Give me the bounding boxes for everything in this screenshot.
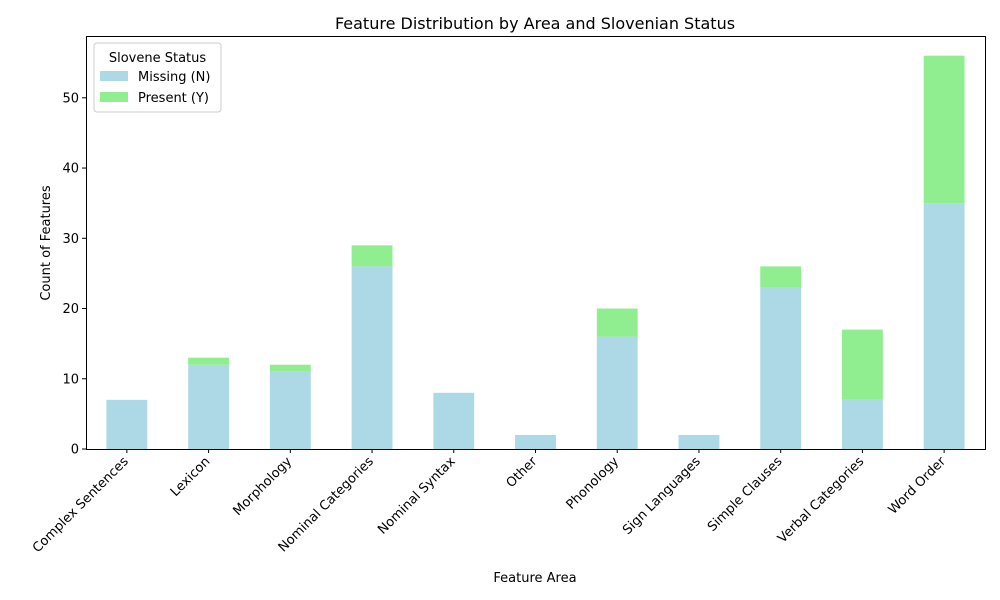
bar-phonology-missing bbox=[596, 336, 638, 449]
chart-title: Feature Distribution by Area and Sloveni… bbox=[335, 14, 735, 33]
x-tick-label-nominal-categories: Nominal Categories bbox=[276, 454, 377, 555]
x-tick-label-nominal-syntax: Nominal Syntax bbox=[375, 454, 459, 538]
x-tick-label-other: Other bbox=[504, 454, 541, 491]
bar-other-missing bbox=[515, 434, 556, 449]
legend-label-missing: Missing (N) bbox=[138, 70, 210, 85]
bar-lexicon-missing bbox=[188, 364, 230, 449]
legend-title: Slovene Status bbox=[109, 51, 207, 66]
x-tick-label-sign-languages: Sign Languages bbox=[620, 454, 704, 538]
bar-simple-clauses-missing bbox=[760, 287, 802, 449]
legend-swatch-missing bbox=[100, 71, 128, 81]
y-tick-label: 40 bbox=[62, 162, 79, 177]
legend-swatch-present bbox=[100, 92, 128, 102]
bar-sign-languages-missing bbox=[678, 434, 720, 449]
bar-word-order-missing bbox=[923, 203, 965, 449]
x-tick-label-verbal-categories: Verbal Categories bbox=[775, 454, 867, 546]
bar-morphology-present bbox=[269, 364, 311, 372]
x-axis-title: Feature Area bbox=[493, 571, 576, 586]
bar-complex-sentences-missing bbox=[106, 399, 148, 449]
y-tick-label: 10 bbox=[62, 372, 79, 387]
bar-lexicon-present bbox=[188, 357, 230, 365]
y-tick-label: 30 bbox=[62, 232, 79, 247]
x-tick-label-word-order: Word Order bbox=[886, 454, 950, 518]
bar-nominal-syntax-missing bbox=[433, 392, 475, 449]
bars-group bbox=[106, 55, 965, 449]
y-axis: 0 10 20 30 40 50 bbox=[62, 91, 86, 458]
bar-simple-clauses-present bbox=[760, 266, 802, 288]
x-tick-label-complex-sentences: Complex Sentences bbox=[30, 454, 132, 556]
bar-verbal-categories-present bbox=[841, 329, 883, 400]
bar-nominal-categories-present bbox=[351, 245, 393, 267]
bar-nominal-categories-missing bbox=[351, 266, 393, 449]
x-axis: Complex Sentences Lexicon MorphologyNomina… bbox=[30, 449, 949, 556]
y-tick-label: 0 bbox=[71, 443, 79, 458]
y-tick-label: 50 bbox=[62, 91, 79, 106]
x-tick-label-simple-clauses: Simple Clauses bbox=[705, 454, 786, 535]
bar-verbal-categories-missing bbox=[841, 399, 883, 449]
x-tick-label-lexicon: Lexicon bbox=[168, 454, 214, 500]
bar-phonology-present bbox=[596, 308, 638, 337]
y-axis-title: Count of Features bbox=[39, 185, 54, 301]
x-tick-label-phonology: Phonology bbox=[564, 454, 623, 513]
bar-word-order-present bbox=[923, 55, 965, 204]
y-tick-label: 20 bbox=[62, 302, 79, 317]
legend: Slovene Status Missing (N) Present (Y) bbox=[93, 42, 222, 113]
plot-frame bbox=[86, 36, 986, 450]
legend-label-present: Present (Y) bbox=[138, 91, 209, 106]
bar-morphology-missing bbox=[269, 371, 311, 449]
x-tick-label-morphology: Morphology bbox=[230, 454, 295, 519]
